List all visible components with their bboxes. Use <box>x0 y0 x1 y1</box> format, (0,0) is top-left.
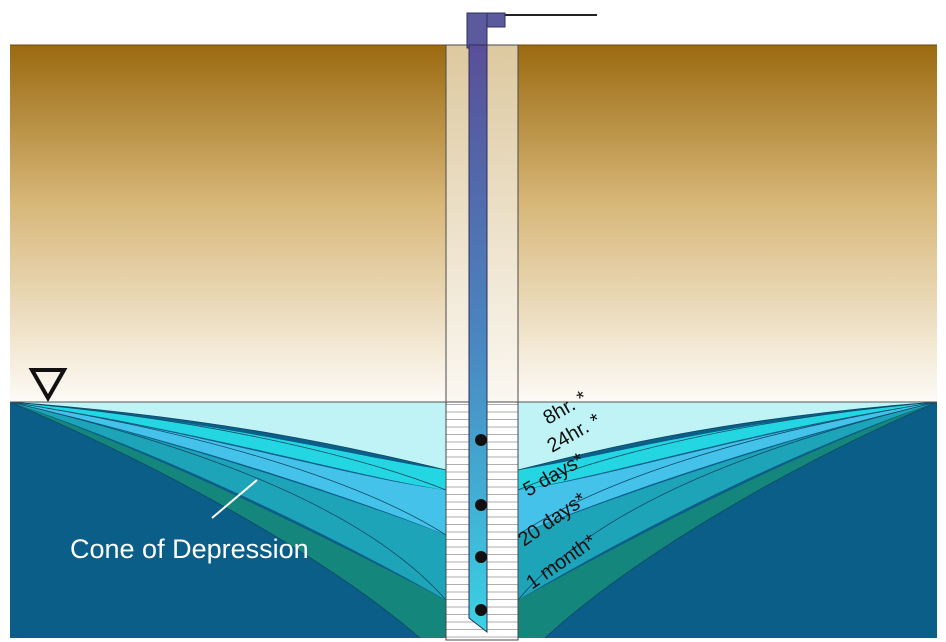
cone-band-8hr-right <box>518 402 937 470</box>
cone-band-8hr-left <box>10 402 446 470</box>
water-table-triangle-icon <box>28 368 68 403</box>
pump-drop-pipe <box>468 44 488 634</box>
water-level-dot <box>475 604 487 616</box>
pump-head <box>466 12 597 49</box>
cone-of-depression-left <box>9 401 447 639</box>
water-level-dot <box>475 434 487 446</box>
water-level-dots <box>475 434 487 616</box>
cone-of-depression-label: Cone of Depression <box>70 534 309 564</box>
cone-band-1month-left <box>10 402 446 638</box>
cone-band-1month-right <box>518 402 937 638</box>
water-level-dot <box>475 499 487 511</box>
cone-of-depression-right <box>517 401 938 639</box>
cone-label-pointer <box>211 479 258 519</box>
water-level-dot <box>475 551 487 563</box>
cone-band-24hr-right <box>518 402 937 490</box>
cone-band-24hr-left <box>10 402 446 490</box>
